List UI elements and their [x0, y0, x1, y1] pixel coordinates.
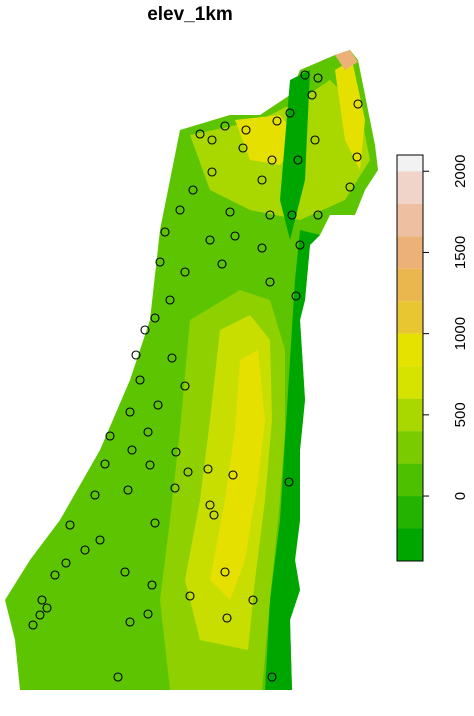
legend-tick-label: 1000 [452, 317, 469, 350]
legend-band [397, 203, 423, 237]
legend-tick-label: 1500 [452, 236, 469, 269]
sample-points [28, 70, 363, 682]
legend-band [397, 155, 423, 172]
legend-band [397, 463, 423, 497]
color-legend: 0 500 1000 1500 2000 [396, 154, 469, 562]
legend-frame [396, 154, 424, 562]
legend-tick-label: 0 [452, 492, 469, 500]
legend-band [397, 496, 423, 529]
legend-band [397, 236, 423, 269]
title: elev_1km [147, 4, 233, 25]
legend-band [397, 301, 423, 334]
legend-band [397, 431, 423, 464]
legend-band [397, 528, 423, 561]
legend-band [397, 333, 423, 367]
legend-band [397, 268, 423, 302]
legend-tick-label: 2000 [452, 155, 469, 188]
legend-band [397, 171, 423, 204]
elevation-raster [5, 50, 378, 690]
legend-tick-label: 500 [452, 402, 469, 427]
legend-band [397, 366, 423, 399]
legend-band [397, 398, 423, 432]
